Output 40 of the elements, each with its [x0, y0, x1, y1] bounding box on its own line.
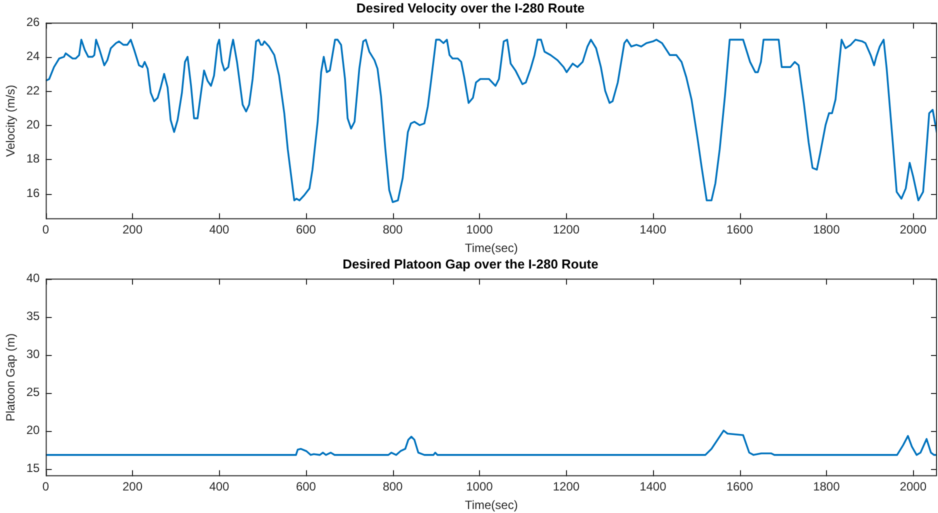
y-tick-label: 18 — [26, 152, 40, 166]
x-tick-label: 1000 — [466, 222, 494, 237]
y-tick-label: 25 — [26, 384, 40, 399]
x-tick-label: 1000 — [466, 480, 494, 494]
x-tick-label: 1200 — [552, 480, 580, 494]
x-tick-label: 200 — [122, 480, 143, 494]
y-tick-label: 40 — [26, 270, 40, 285]
x-tick-label: 1400 — [640, 222, 667, 237]
chart-title: Desired Platoon Gap over the I-280 Route — [342, 256, 598, 272]
y-tick-label: 20 — [26, 422, 40, 437]
x-tick-label: 1800 — [813, 480, 840, 494]
x-tick-label: 1200 — [552, 222, 580, 237]
y-tick-label: 22 — [26, 83, 40, 98]
y-tick-label: 30 — [26, 346, 40, 361]
x-tick-label: 1400 — [640, 480, 667, 494]
x-tick-label: 800 — [382, 222, 404, 237]
y-tick-label: 15 — [26, 460, 40, 475]
y-tick-label: 20 — [26, 117, 40, 132]
y-axis-title: Velocity (m/s) — [4, 84, 18, 157]
x-tick-label: 1800 — [813, 222, 840, 237]
x-tick-label: 800 — [382, 480, 404, 494]
chart-title: Desired Velocity over the I-280 Route — [356, 0, 585, 16]
x-axis-title: Time(sec) — [464, 498, 518, 512]
x-tick-label: 2000 — [900, 480, 927, 494]
x-tick-label: 1600 — [726, 480, 754, 494]
x-tick-label: 600 — [296, 480, 316, 494]
y-tick-label: 24 — [26, 49, 40, 64]
x-axis-title: Time(sec) — [464, 241, 518, 256]
x-tick-label: 1600 — [726, 222, 754, 237]
x-tick-label: 0 — [42, 480, 50, 494]
x-tick-label: 400 — [209, 222, 230, 237]
x-tick-label: 400 — [209, 480, 230, 494]
x-tick-label: 2000 — [900, 222, 927, 237]
x-tick-label: 200 — [122, 222, 143, 237]
y-axis-title: Platoon Gap (m) — [4, 333, 18, 422]
x-tick-label: 0 — [42, 222, 50, 237]
y-tick-label: 26 — [26, 14, 40, 29]
y-tick-label: 35 — [26, 308, 40, 323]
y-tick-label: 16 — [26, 186, 40, 200]
x-tick-label: 600 — [296, 222, 316, 237]
